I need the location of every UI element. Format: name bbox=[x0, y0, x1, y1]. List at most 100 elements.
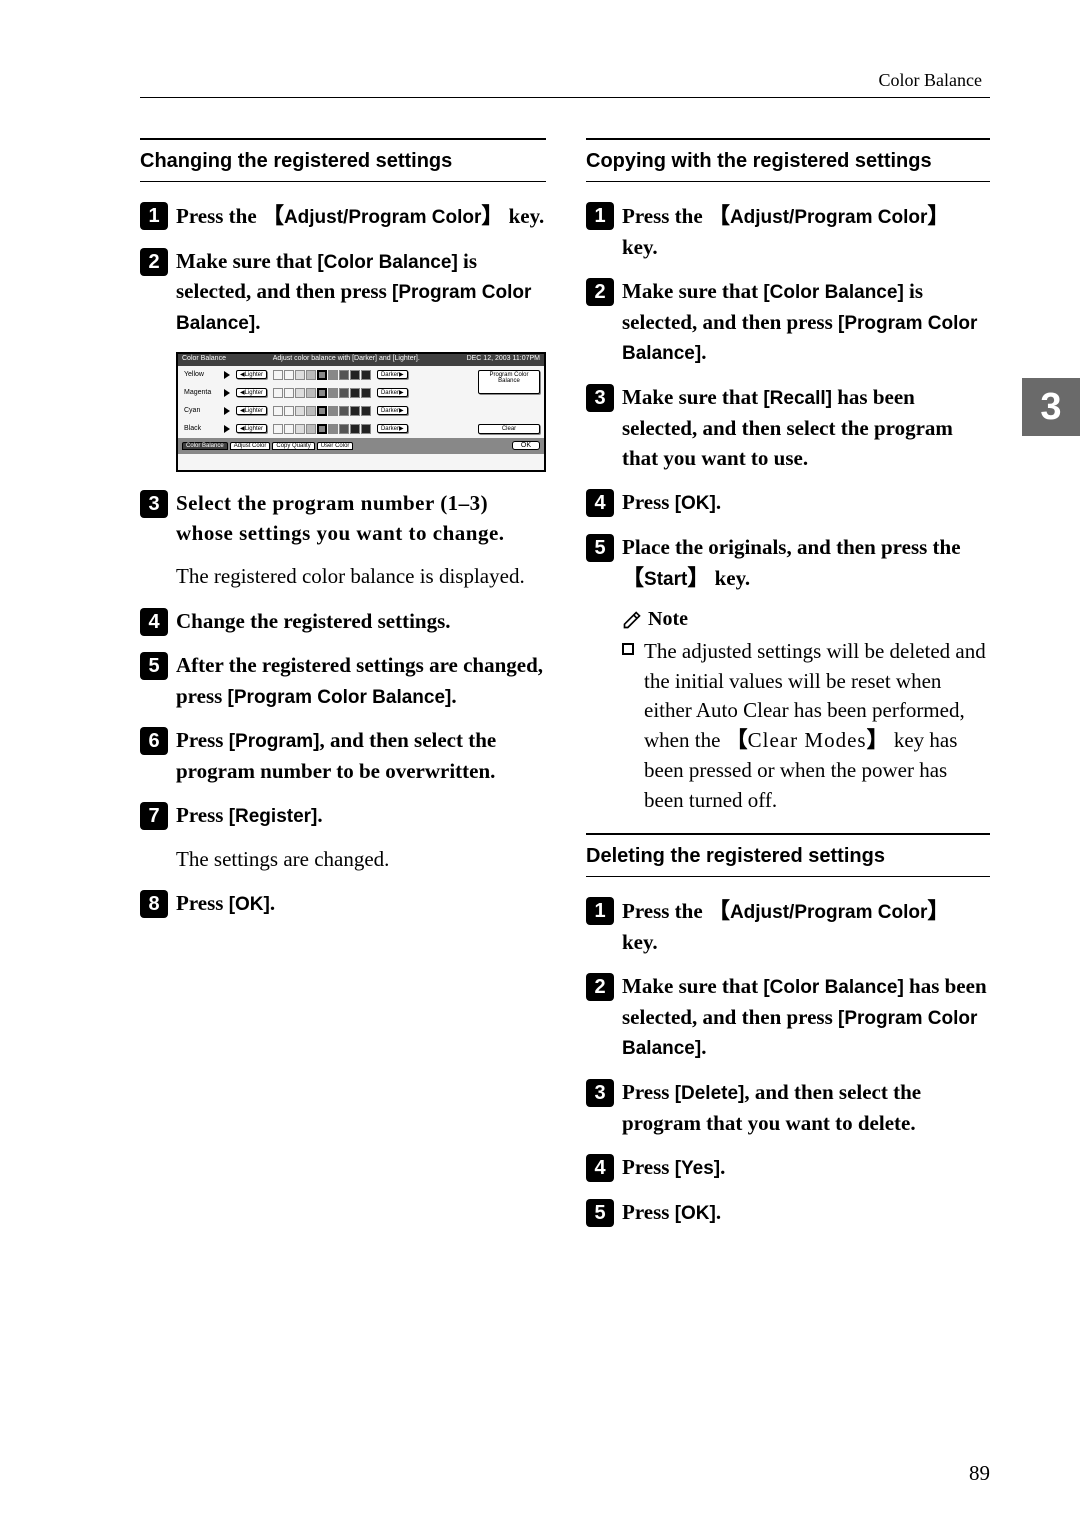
ss-tab[interactable]: Color Balance bbox=[182, 442, 228, 450]
step-5: 5 After the registered settings are chan… bbox=[140, 650, 546, 711]
step-number-icon: 3 bbox=[140, 490, 168, 518]
ss-darker-button[interactable]: Darker▶ bbox=[377, 406, 408, 415]
step-1: 1 Press the 【Adjust/Program Color】 key. bbox=[586, 200, 990, 262]
ss-scale bbox=[273, 406, 371, 416]
key-label: Start bbox=[644, 569, 687, 590]
text: Press the bbox=[622, 899, 708, 923]
text: Make sure that bbox=[622, 974, 763, 998]
text: Press bbox=[176, 728, 229, 752]
ss-scale bbox=[273, 388, 371, 398]
ss-program-button[interactable]: Program Color Balance bbox=[478, 370, 540, 394]
ss-lighter-button[interactable]: ◀Lighter bbox=[236, 406, 267, 415]
text: Select the program number (1–3) whose se… bbox=[176, 491, 505, 545]
step-7: 7 Press [Register]. bbox=[140, 800, 546, 831]
chapter-tab: 3 bbox=[1022, 378, 1080, 436]
bracket-close: 】 bbox=[927, 203, 949, 228]
text: key. bbox=[622, 930, 658, 954]
step-4: 4 Change the registered settings. bbox=[140, 606, 546, 636]
text: key. bbox=[709, 566, 750, 590]
step-number-icon: 1 bbox=[140, 202, 168, 230]
ss-ok-button[interactable]: OK bbox=[512, 441, 540, 450]
ui-label: [Recall] bbox=[763, 388, 832, 409]
text: Change the registered settings. bbox=[176, 606, 451, 636]
bracket-close: 】 bbox=[927, 898, 949, 923]
ss-subtitle: Adjust color balance with [Darker] and [… bbox=[273, 355, 420, 365]
step-4: 4 Press [Yes]. bbox=[586, 1152, 990, 1183]
ss-clear-button[interactable]: Clear bbox=[478, 424, 540, 434]
key-label: Adjust/Program Color bbox=[284, 207, 481, 228]
ss-lighter-button[interactable]: ◀Lighter bbox=[236, 388, 267, 397]
note-icon bbox=[622, 610, 642, 630]
step-3: 3 Press [Delete], and then select the pr… bbox=[586, 1077, 990, 1138]
bracket-open: 【 bbox=[708, 898, 730, 923]
ui-label: [Color Balance] bbox=[317, 252, 457, 273]
text: Press bbox=[622, 1080, 675, 1104]
step-number-icon: 5 bbox=[586, 1199, 614, 1227]
step-1: 1 Press the 【Adjust/Program Color】 key. bbox=[586, 895, 990, 957]
text: Press the bbox=[622, 204, 708, 228]
right-column: Copying with the registered settings 1 P… bbox=[586, 138, 990, 1241]
step-number-icon: 3 bbox=[586, 384, 614, 412]
step-number-icon: 1 bbox=[586, 202, 614, 230]
step-number-icon: 5 bbox=[140, 652, 168, 680]
bracket-close: 】 bbox=[687, 565, 709, 590]
bracket-close: 】 bbox=[481, 203, 503, 228]
ss-lighter-button[interactable]: ◀Lighter bbox=[236, 424, 267, 433]
ss-datetime: DEC 12, 2003 11:07PM bbox=[467, 355, 540, 365]
text: Press bbox=[176, 803, 229, 827]
ss-darker-button[interactable]: Darker▶ bbox=[377, 388, 408, 397]
text: Make sure that bbox=[622, 385, 763, 409]
ss-scale bbox=[273, 370, 371, 380]
step-4: 4 Press [OK]. bbox=[586, 487, 990, 518]
text: . bbox=[451, 684, 456, 708]
note-label: Note bbox=[648, 608, 688, 631]
note-heading: Note bbox=[622, 608, 990, 631]
step-3: 3 Select the program number (1–3) whose … bbox=[140, 488, 546, 549]
note-bullet: The adjusted settings will be deleted an… bbox=[622, 637, 990, 815]
ui-label: [Delete] bbox=[675, 1083, 745, 1104]
ss-lighter-button[interactable]: ◀Lighter bbox=[236, 370, 267, 379]
ss-tab[interactable]: User Color bbox=[317, 442, 354, 450]
step-number-icon: 2 bbox=[586, 973, 614, 1001]
step-5: 5 Place the originals, and then press th… bbox=[586, 532, 990, 594]
ss-row-label: Magenta bbox=[184, 389, 218, 396]
ui-label: [Register] bbox=[229, 806, 318, 827]
step-1: 1 Press the 【Adjust/Program Color】 key. bbox=[140, 200, 546, 232]
bracket-open: 【 bbox=[726, 727, 748, 752]
ui-label: [OK] bbox=[675, 493, 716, 514]
ss-darker-button[interactable]: Darker▶ bbox=[377, 370, 408, 379]
text: Make sure that bbox=[176, 249, 317, 273]
left-column: Changing the registered settings 1 Press… bbox=[140, 138, 546, 1241]
step-number-icon: 8 bbox=[140, 890, 168, 918]
step-number-icon: 3 bbox=[586, 1079, 614, 1107]
page-number: 89 bbox=[969, 1461, 990, 1486]
bracket-open: 【 bbox=[622, 565, 644, 590]
ui-label: [Color Balance] bbox=[763, 282, 903, 303]
step-2: 2 Make sure that [Color Balance] is sele… bbox=[586, 276, 990, 368]
bracket-open: 【 bbox=[708, 203, 730, 228]
ss-tab[interactable]: Copy Quality bbox=[272, 442, 314, 450]
step-3: 3 Make sure that [Recall] has been selec… bbox=[586, 382, 990, 473]
step-number-icon: 4 bbox=[586, 1154, 614, 1182]
step-number-icon: 5 bbox=[586, 534, 614, 562]
ui-label: [Program] bbox=[229, 731, 320, 752]
ss-title: Color Balance bbox=[182, 355, 226, 365]
text: key. bbox=[622, 235, 658, 259]
step-number-icon: 6 bbox=[140, 727, 168, 755]
text: . bbox=[317, 803, 322, 827]
text: . bbox=[716, 1200, 721, 1224]
step-6: 6 Press [Program], and then select the p… bbox=[140, 725, 546, 786]
text: . bbox=[720, 1155, 725, 1179]
content-columns: Changing the registered settings 1 Press… bbox=[140, 138, 990, 1241]
step-2: 2 Make sure that [Color Balance] has bee… bbox=[586, 971, 990, 1063]
triangle-icon bbox=[224, 371, 230, 379]
ss-row-label: Cyan bbox=[184, 407, 218, 414]
step-number-icon: 2 bbox=[140, 248, 168, 276]
section-heading-delete: Deleting the registered settings bbox=[586, 833, 990, 877]
ss-scale bbox=[273, 424, 371, 434]
ss-row-label: Yellow bbox=[184, 371, 218, 378]
ss-darker-button[interactable]: Darker▶ bbox=[377, 424, 408, 433]
embedded-screenshot: Color Balance Adjust color balance with … bbox=[176, 352, 546, 472]
ss-tab[interactable]: Adjust Color bbox=[230, 442, 271, 450]
ui-label: [Program Color Balance] bbox=[228, 687, 452, 708]
